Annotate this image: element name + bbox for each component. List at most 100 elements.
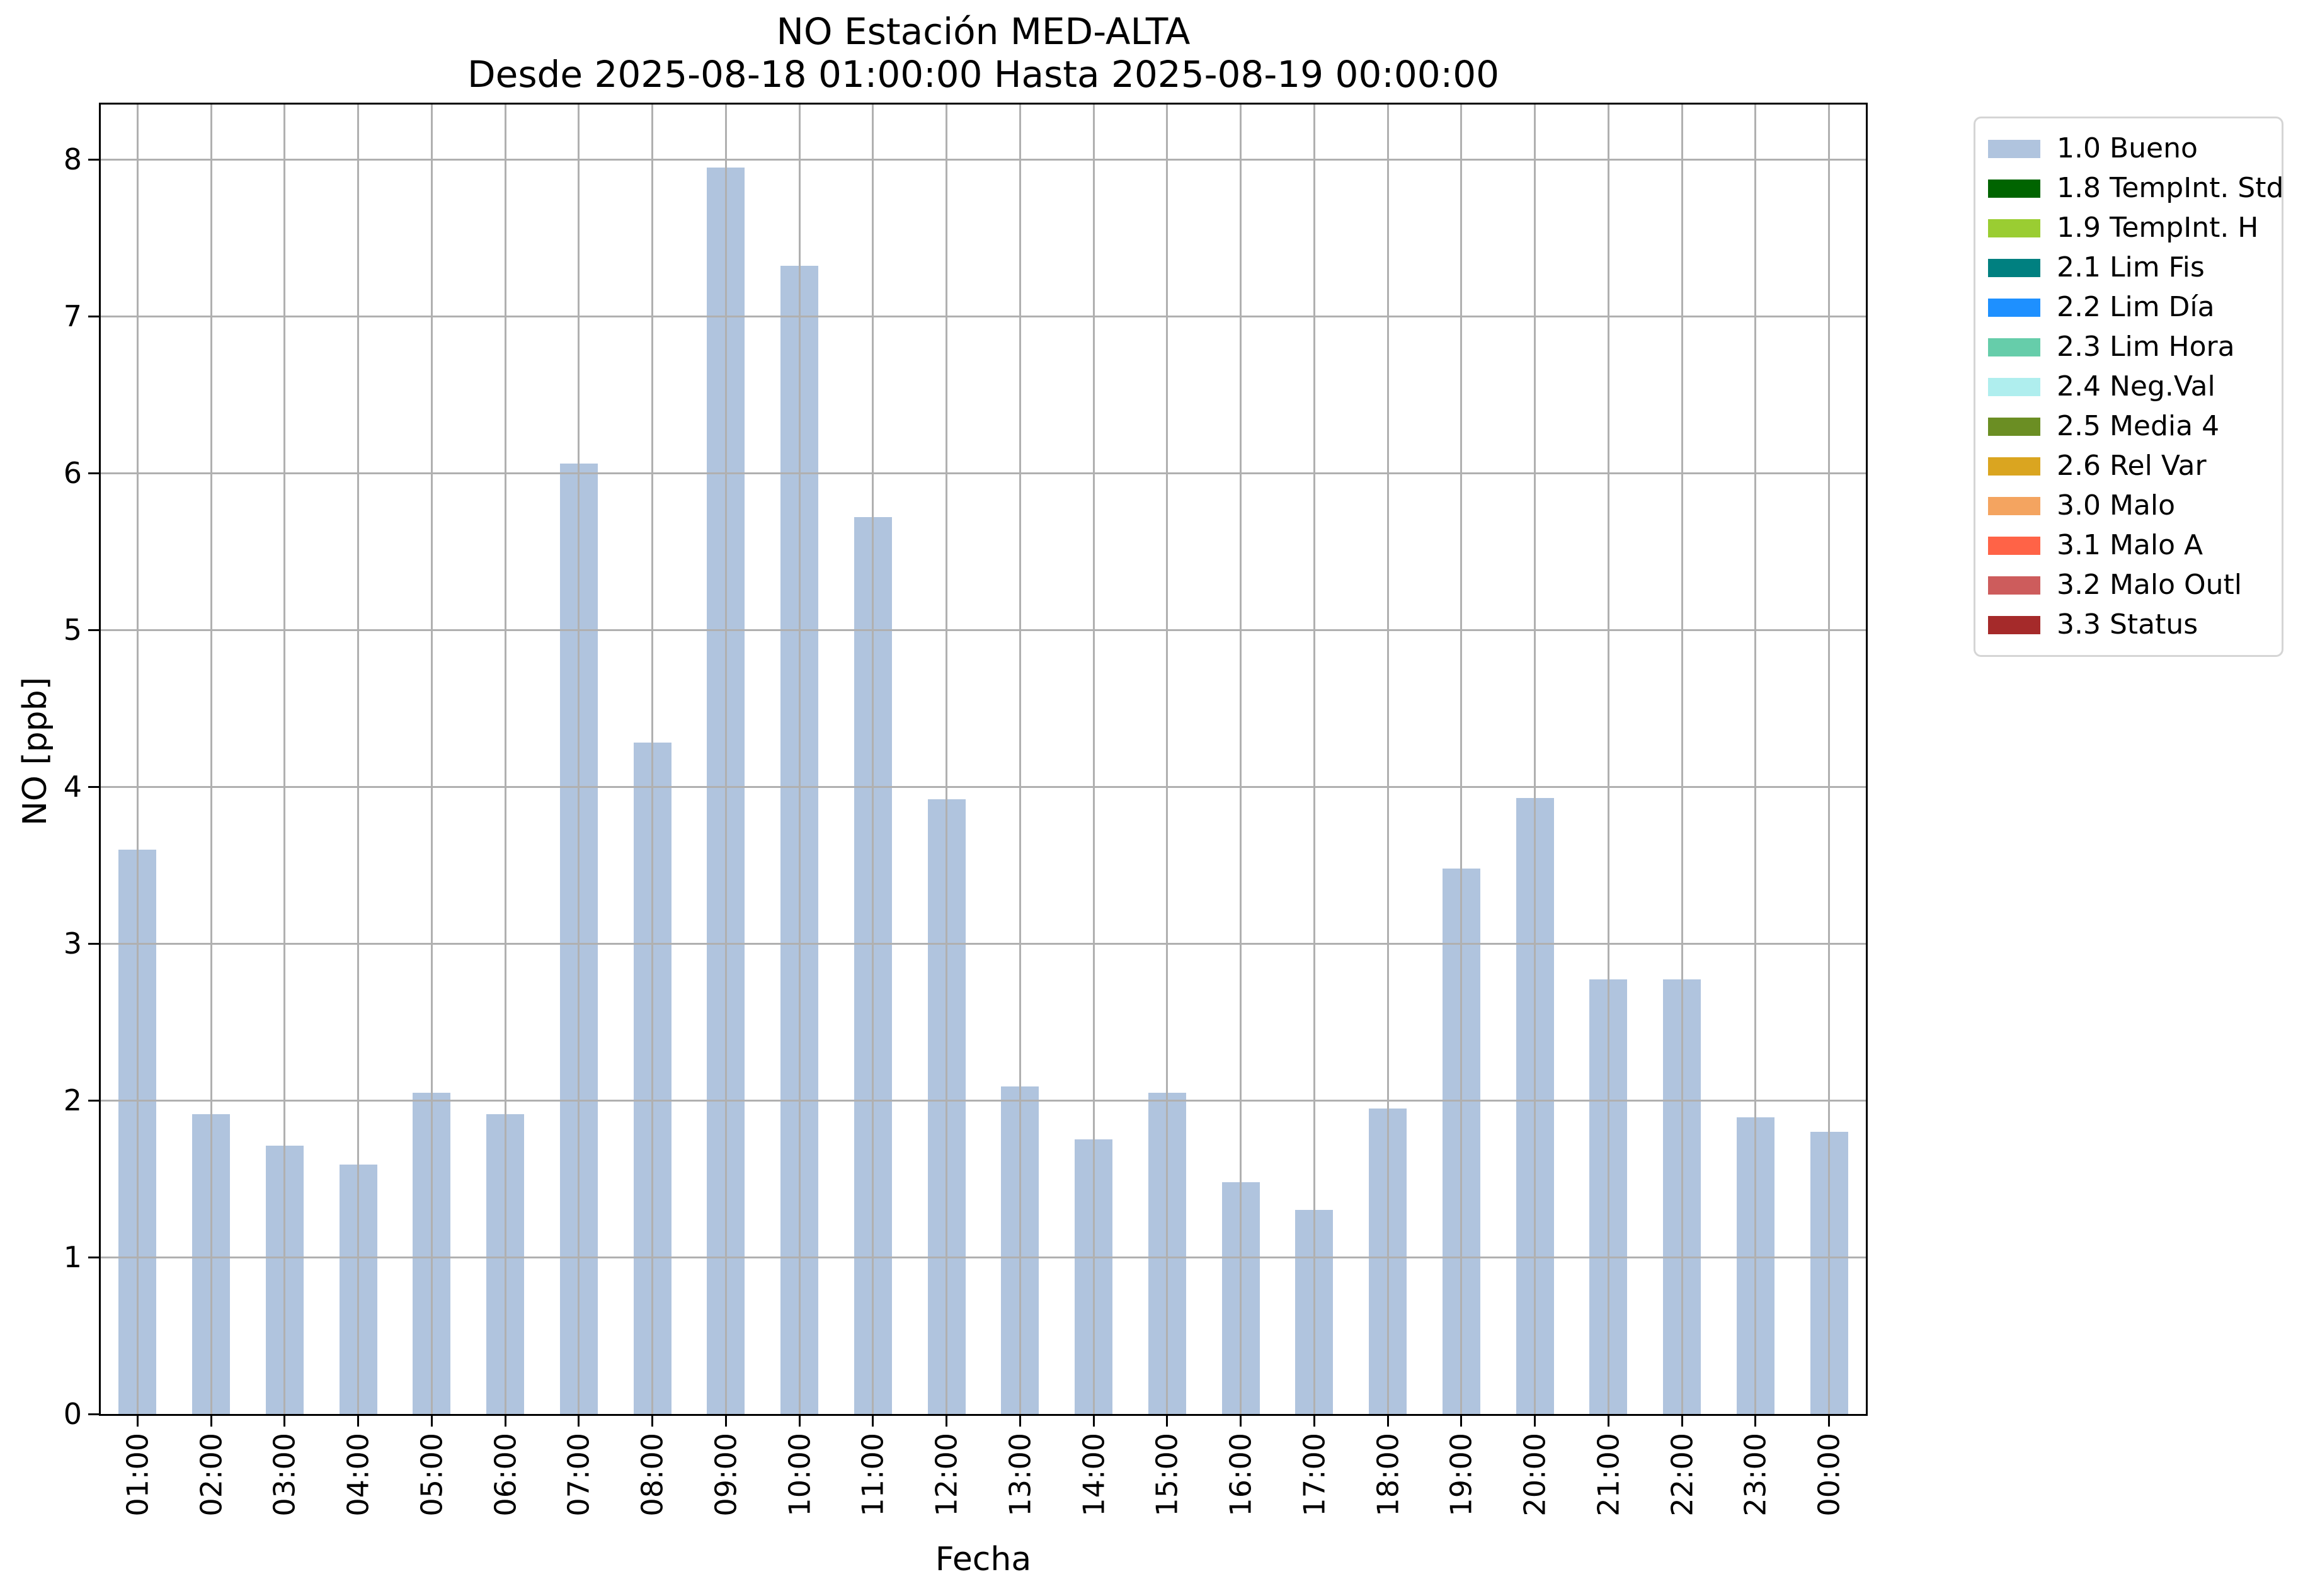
x-tick-label: 00:00 <box>1812 1433 1846 1517</box>
x-tick-mark <box>357 1416 360 1427</box>
legend-swatch-icon <box>1988 576 2040 595</box>
gridline-horizontal <box>101 785 1866 788</box>
legend-item: 2.3 Lim Hora <box>1988 333 2269 361</box>
legend-swatch-icon <box>1988 417 2040 436</box>
legend-item: 3.3 Status <box>1988 611 2269 639</box>
legend-item: 2.6 Rel Var <box>1988 452 2269 480</box>
x-tick-label: 11:00 <box>855 1433 890 1517</box>
x-tick-mark <box>1019 1416 1021 1427</box>
x-tick-label: 19:00 <box>1444 1433 1478 1517</box>
y-tick-mark <box>88 1413 99 1415</box>
x-tick-mark <box>1313 1416 1315 1427</box>
x-tick-mark <box>1092 1416 1095 1427</box>
chart-title: NO Estación MED-ALTA Desde 2025-08-18 01… <box>101 10 1866 96</box>
x-tick-label: 08:00 <box>635 1433 670 1517</box>
y-tick-mark <box>88 1099 99 1102</box>
legend-swatch-icon <box>1988 377 2040 396</box>
x-tick-label: 06:00 <box>488 1433 523 1517</box>
gridline-vertical <box>1828 105 1831 1414</box>
y-tick-label: 8 <box>63 142 82 177</box>
x-tick-label: 14:00 <box>1077 1433 1111 1517</box>
gridline-horizontal <box>101 158 1866 161</box>
legend-label: 2.4 Neg.Val <box>2057 370 2215 402</box>
x-tick-mark <box>1460 1416 1463 1427</box>
legend-swatch-icon <box>1988 615 2040 634</box>
x-tick-label: 09:00 <box>709 1433 743 1517</box>
legend-label: 2.6 Rel Var <box>2057 450 2207 482</box>
x-axis-label: Fecha <box>935 1541 1032 1578</box>
legend-label: 1.8 TempInt. Std <box>2057 172 2284 204</box>
legend-swatch-icon <box>1988 496 2040 515</box>
gridline-vertical <box>136 105 139 1414</box>
x-tick-label: 13:00 <box>1003 1433 1037 1517</box>
chart-title-line2: Desde 2025-08-18 01:00:00 Hasta 2025-08-… <box>467 53 1500 96</box>
x-tick-label: 15:00 <box>1150 1433 1184 1517</box>
y-tick-label: 2 <box>63 1083 82 1118</box>
legend-swatch-icon <box>1988 139 2040 158</box>
y-tick-mark <box>88 472 99 474</box>
gridline-vertical <box>872 105 874 1414</box>
x-tick-label: 04:00 <box>341 1433 375 1517</box>
legend-label: 2.5 Media 4 <box>2057 410 2220 442</box>
x-tick-mark <box>504 1416 506 1427</box>
gridline-vertical <box>651 105 654 1414</box>
legend-item: 2.2 Lim Día <box>1988 294 2269 321</box>
gridline-vertical <box>1092 105 1095 1414</box>
x-tick-mark <box>578 1416 580 1427</box>
gridline-vertical <box>1607 105 1609 1414</box>
legend-label: 3.1 Malo A <box>2057 529 2203 561</box>
legend-item: 3.0 Malo <box>1988 492 2269 520</box>
legend-swatch-icon <box>1988 179 2040 198</box>
y-tick-label: 3 <box>63 926 82 961</box>
gridline-horizontal <box>101 1256 1866 1258</box>
gridline-vertical <box>1240 105 1242 1414</box>
legend-item: 2.4 Neg.Val <box>1988 373 2269 401</box>
gridline-vertical <box>1313 105 1315 1414</box>
gridline-vertical <box>798 105 801 1414</box>
x-tick-label: 21:00 <box>1591 1433 1626 1517</box>
y-tick-label: 0 <box>63 1397 82 1431</box>
gridline-vertical <box>724 105 727 1414</box>
y-tick-mark <box>88 629 99 631</box>
y-tick-mark <box>88 942 99 945</box>
x-tick-label: 16:00 <box>1223 1433 1258 1517</box>
x-tick-label: 18:00 <box>1371 1433 1405 1517</box>
x-tick-mark <box>872 1416 874 1427</box>
legend-swatch-icon <box>1988 219 2040 237</box>
x-tick-mark <box>430 1416 433 1427</box>
x-tick-mark <box>283 1416 286 1427</box>
gridline-vertical <box>504 105 506 1414</box>
legend-label: 3.2 Malo Outl <box>2057 569 2243 601</box>
legend-label: 1.9 TempInt. H <box>2057 212 2259 244</box>
x-tick-mark <box>798 1416 801 1427</box>
x-tick-mark <box>1166 1416 1169 1427</box>
legend-item: 2.5 Media 4 <box>1988 413 2269 440</box>
gridline-vertical <box>1019 105 1021 1414</box>
y-tick-mark <box>88 1256 99 1258</box>
x-tick-label: 22:00 <box>1665 1433 1700 1517</box>
legend-swatch-icon <box>1988 536 2040 555</box>
legend-item: 1.9 TempInt. H <box>1988 214 2269 242</box>
x-tick-mark <box>1828 1416 1831 1427</box>
gridline-vertical <box>1386 105 1389 1414</box>
x-tick-label: 02:00 <box>194 1433 229 1517</box>
x-tick-mark <box>651 1416 654 1427</box>
gridline-vertical <box>1460 105 1463 1414</box>
legend-label: 2.2 Lim Día <box>2057 291 2215 323</box>
x-tick-mark <box>1534 1416 1536 1427</box>
gridline-vertical <box>210 105 212 1414</box>
y-tick-label: 5 <box>63 613 82 647</box>
gridline-vertical <box>1754 105 1757 1414</box>
gridline-vertical <box>1534 105 1536 1414</box>
y-tick-label: 6 <box>63 456 82 491</box>
chart-title-line1: NO Estación MED-ALTA <box>776 10 1191 53</box>
x-tick-label: 05:00 <box>414 1433 449 1517</box>
gridline-horizontal <box>101 629 1866 631</box>
x-tick-label: 20:00 <box>1517 1433 1552 1517</box>
legend-swatch-icon <box>1988 457 2040 476</box>
legend-item: 3.2 Malo Outl <box>1988 571 2269 599</box>
gridline-vertical <box>283 105 286 1414</box>
x-tick-label: 07:00 <box>561 1433 596 1517</box>
y-tick-label: 1 <box>63 1240 82 1275</box>
x-tick-mark <box>946 1416 948 1427</box>
